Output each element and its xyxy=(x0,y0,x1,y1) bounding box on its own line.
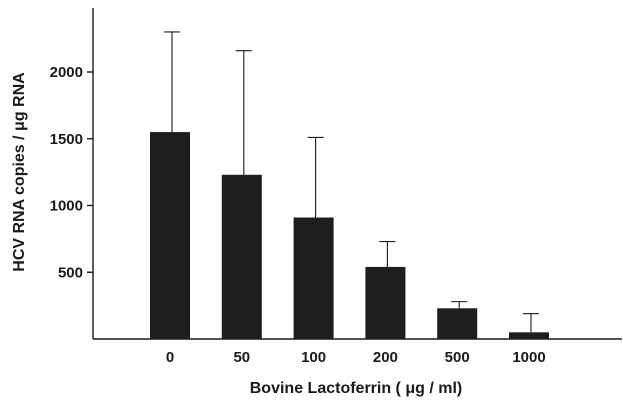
bar xyxy=(437,308,478,339)
x-tick-label: 0 xyxy=(166,349,174,366)
y-tick-label: 2000 xyxy=(50,64,83,81)
bar xyxy=(509,332,549,339)
bar xyxy=(150,132,190,339)
x-tick-label: 200 xyxy=(373,349,398,366)
x-tick-label: 100 xyxy=(301,349,326,366)
y-axis-title: HCV RNA copies / μg RNA xyxy=(11,72,28,272)
bars xyxy=(150,132,549,339)
x-tick-label: 1000 xyxy=(512,349,545,366)
x-tick-label: 500 xyxy=(445,349,470,366)
y-ticks: 500 1000 1500 2000 xyxy=(50,64,93,281)
y-tick-label: 1500 xyxy=(50,131,83,148)
y-tick-label: 500 xyxy=(58,264,83,281)
bar xyxy=(293,217,334,339)
y-tick-label: 1000 xyxy=(50,198,83,215)
x-axis-title: Bovine Lactoferrin ( μg / ml) xyxy=(250,380,462,397)
error-bars xyxy=(164,31,539,333)
bar xyxy=(221,174,262,339)
x-ticks: 0 50 100 200 500 1000 xyxy=(166,349,546,366)
bar xyxy=(365,266,406,339)
x-tick-label: 50 xyxy=(233,349,250,366)
